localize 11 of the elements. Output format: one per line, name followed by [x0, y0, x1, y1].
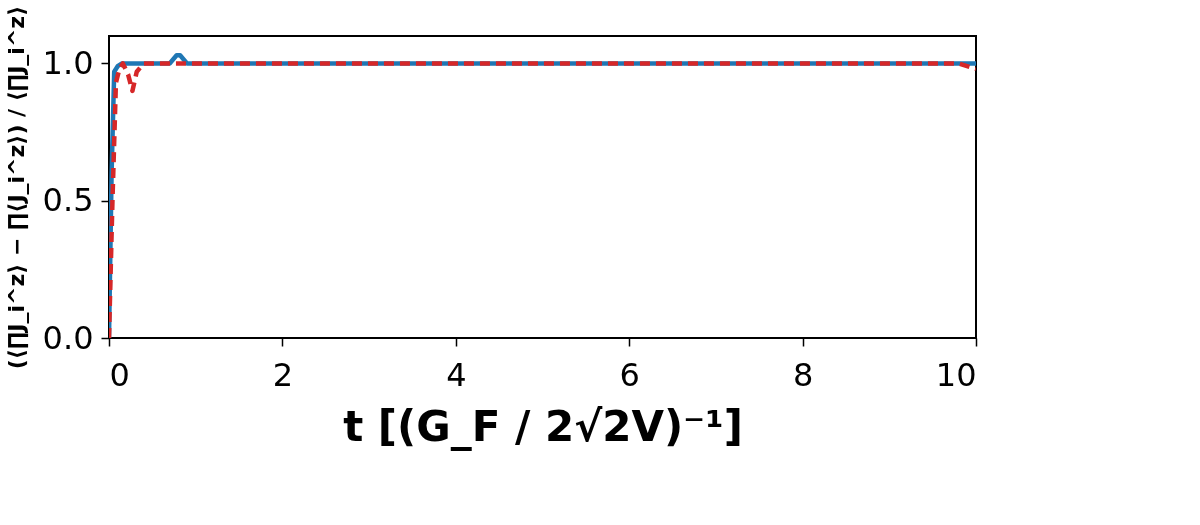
y-tick-label: 0.0 [42, 318, 94, 357]
y-tick-label: 0.5 [42, 181, 94, 220]
y-axis-title: (⟨∏J_i^z⟩ − ∏⟨J_i^z⟩) / ⟨∏J_i^z⟩ [3, 5, 29, 370]
x-tick-label: 2 [272, 355, 294, 394]
y-tick-label: 1.0 [42, 43, 94, 82]
x-tick-label: 8 [792, 355, 814, 394]
x-tick-label: 0 [109, 355, 130, 394]
x-tick-label: 4 [446, 355, 467, 394]
x-tick-label: 10 [935, 355, 977, 394]
x-axis-title: t [(G_F / 2√2V)⁻¹] [343, 401, 743, 451]
x-tick-label: 6 [619, 355, 640, 394]
